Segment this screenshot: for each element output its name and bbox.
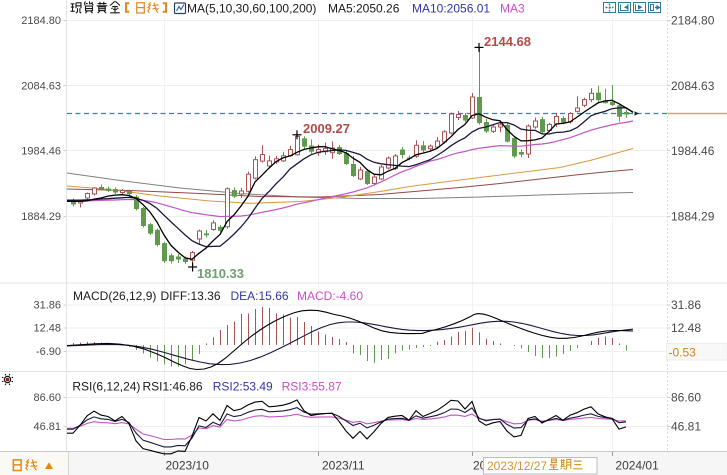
svg-text:-0.53: -0.53 bbox=[669, 346, 697, 360]
svg-text:1810.33: 1810.33 bbox=[197, 266, 244, 281]
svg-text:MACD:-4.60: MACD:-4.60 bbox=[297, 289, 363, 303]
svg-text:RSI1:46.86: RSI1:46.86 bbox=[143, 380, 203, 394]
svg-text:-6.90: -6.90 bbox=[36, 346, 61, 358]
svg-text:2023/11: 2023/11 bbox=[322, 459, 365, 473]
svg-text:86.60: 86.60 bbox=[33, 392, 61, 404]
svg-text:RSI(6,12,24): RSI(6,12,24) bbox=[72, 380, 140, 394]
svg-text:2084.63: 2084.63 bbox=[671, 79, 715, 93]
svg-text:1984.46: 1984.46 bbox=[21, 145, 61, 157]
svg-text:12.48: 12.48 bbox=[671, 321, 701, 335]
svg-text:46.81: 46.81 bbox=[671, 420, 701, 434]
svg-text:1884.29: 1884.29 bbox=[21, 211, 61, 223]
svg-text:2144.68: 2144.68 bbox=[484, 34, 531, 49]
svg-text:2184.80: 2184.80 bbox=[671, 14, 715, 28]
svg-text:1884.29: 1884.29 bbox=[671, 210, 715, 224]
svg-text:86.60: 86.60 bbox=[671, 391, 701, 405]
svg-text:2024/01: 2024/01 bbox=[615, 459, 659, 473]
svg-text:MA(5,10,30,60,100,200): MA(5,10,30,60,100,200) bbox=[187, 2, 316, 16]
svg-text:MACD(26,12,9): MACD(26,12,9) bbox=[73, 289, 156, 303]
svg-text:MA10:2056.01: MA10:2056.01 bbox=[412, 2, 490, 16]
svg-text:2023/12/27: 2023/12/27 bbox=[487, 459, 547, 473]
svg-text:RSI3:55.87: RSI3:55.87 bbox=[282, 380, 342, 394]
svg-text:MA5:2050.26: MA5:2050.26 bbox=[328, 2, 400, 16]
svg-text:MA3: MA3 bbox=[500, 2, 525, 16]
svg-text:12.48: 12.48 bbox=[33, 323, 61, 335]
svg-text:RSI2:53.49: RSI2:53.49 bbox=[213, 380, 273, 394]
svg-text:31.86: 31.86 bbox=[33, 300, 61, 312]
svg-text:2084.63: 2084.63 bbox=[21, 80, 61, 92]
svg-text:31.86: 31.86 bbox=[671, 298, 701, 312]
svg-text:2009.27: 2009.27 bbox=[303, 121, 350, 136]
svg-text:2023/10: 2023/10 bbox=[166, 459, 210, 473]
svg-text:2184.80: 2184.80 bbox=[21, 15, 61, 27]
svg-text:DIFF:13.36: DIFF:13.36 bbox=[161, 289, 221, 303]
svg-text:46.81: 46.81 bbox=[33, 421, 61, 433]
svg-text:DEA:15.66: DEA:15.66 bbox=[231, 289, 289, 303]
svg-text:1984.46: 1984.46 bbox=[671, 144, 715, 158]
